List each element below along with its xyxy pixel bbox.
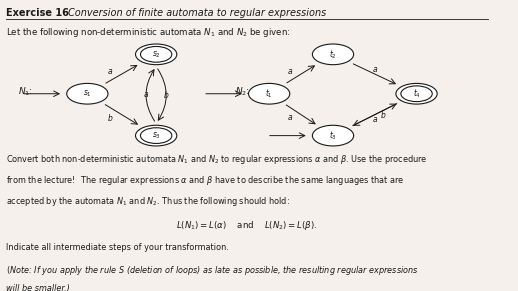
Circle shape (136, 44, 177, 65)
Text: $t_2$: $t_2$ (329, 48, 337, 61)
Text: $t_1$: $t_1$ (265, 88, 273, 100)
Circle shape (312, 125, 354, 146)
Text: $N_2$:: $N_2$: (235, 85, 250, 97)
Text: $a$: $a$ (372, 115, 378, 124)
Circle shape (396, 84, 437, 104)
Text: from the lecture!  The regular expressions $\alpha$ and $\beta$ have to describe: from the lecture! The regular expression… (6, 174, 405, 187)
Text: will be smaller.): will be smaller.) (6, 284, 70, 291)
Text: $a$: $a$ (372, 65, 378, 74)
Text: $b$: $b$ (163, 89, 169, 100)
Text: $L(N_1) = L(\alpha)$    and    $L(N_2) = L(\beta)$.: $L(N_1) = L(\alpha)$ and $L(N_2) = L(\be… (176, 219, 318, 232)
Text: $t_4$: $t_4$ (412, 88, 421, 100)
Text: $b$: $b$ (107, 112, 113, 123)
Circle shape (136, 125, 177, 146)
Text: $s_2$: $s_2$ (152, 49, 161, 60)
Text: Let the following non-deterministic automata $N_1$ and $N_2$ be given:: Let the following non-deterministic auto… (6, 26, 291, 39)
Text: $N_1$:: $N_1$: (19, 85, 33, 97)
Circle shape (67, 84, 108, 104)
Circle shape (249, 84, 290, 104)
Text: Conversion of finite automata to regular expressions: Conversion of finite automata to regular… (68, 8, 326, 17)
Text: $a$: $a$ (143, 91, 149, 100)
Text: Indicate all intermediate steps of your transformation.: Indicate all intermediate steps of your … (6, 243, 229, 252)
Circle shape (312, 44, 354, 65)
Text: $(Note$: If you apply the rule S (deletion of loops) as late as possible, the re: $(Note$: If you apply the rule S (deleti… (6, 264, 419, 277)
Text: Convert both non-deterministic automata $N_1$ and $N_2$ to regular expressions $: Convert both non-deterministic automata … (6, 153, 428, 166)
Text: $a$: $a$ (107, 67, 113, 76)
Text: Exercise 16: Exercise 16 (6, 8, 69, 17)
Text: $b$: $b$ (380, 109, 387, 120)
Text: $s_1$: $s_1$ (83, 88, 92, 99)
Text: $t_3$: $t_3$ (329, 129, 337, 142)
Text: $a$: $a$ (287, 113, 293, 122)
Text: accepted by the automata $N_1$ and $N_2$. Thus the following should hold:: accepted by the automata $N_1$ and $N_2$… (6, 195, 290, 208)
Text: $s_3$: $s_3$ (152, 130, 161, 141)
Text: $a$: $a$ (287, 67, 293, 76)
